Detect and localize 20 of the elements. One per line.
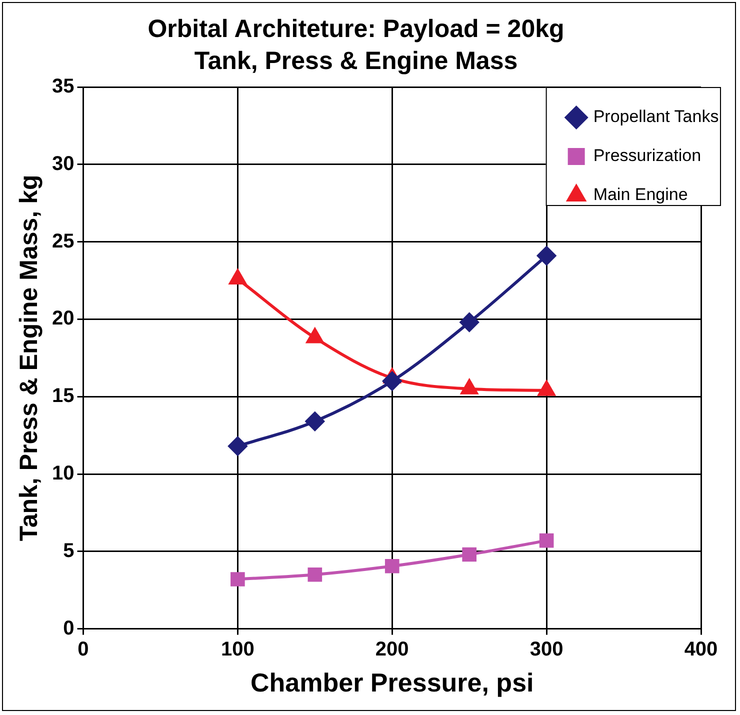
x-tick-label: 300: [530, 638, 564, 660]
legend-label: Main Engine: [593, 185, 688, 204]
y-tick-label: 30: [52, 152, 74, 175]
y-tick-label: 20: [52, 308, 74, 330]
y-tick-label: 25: [52, 230, 74, 252]
y-tick-label: 15: [52, 385, 74, 408]
x-tick-label: 100: [220, 638, 254, 660]
y-tick-label: 0: [63, 617, 74, 640]
x-tick-label: 200: [375, 638, 409, 660]
x-axis-title: Chamber Pressure, psi: [250, 668, 534, 698]
y-axis-title: Tank, Press & Engine Mass, kg: [14, 174, 43, 542]
legend-label: Propellant Tanks: [593, 107, 719, 126]
y-tick-label: 5: [63, 540, 74, 562]
chart-title: Orbital Architeture: Payload = 20kg: [148, 14, 564, 43]
y-tick-label: 10: [52, 462, 74, 485]
x-tick-label: 0: [78, 638, 89, 660]
legend-label: Pressurization: [593, 146, 702, 166]
y-tick-label: 35: [52, 76, 74, 98]
chart-subtitle: Tank, Press & Engine Mass: [194, 46, 518, 75]
x-tick-label: 400: [684, 638, 718, 660]
